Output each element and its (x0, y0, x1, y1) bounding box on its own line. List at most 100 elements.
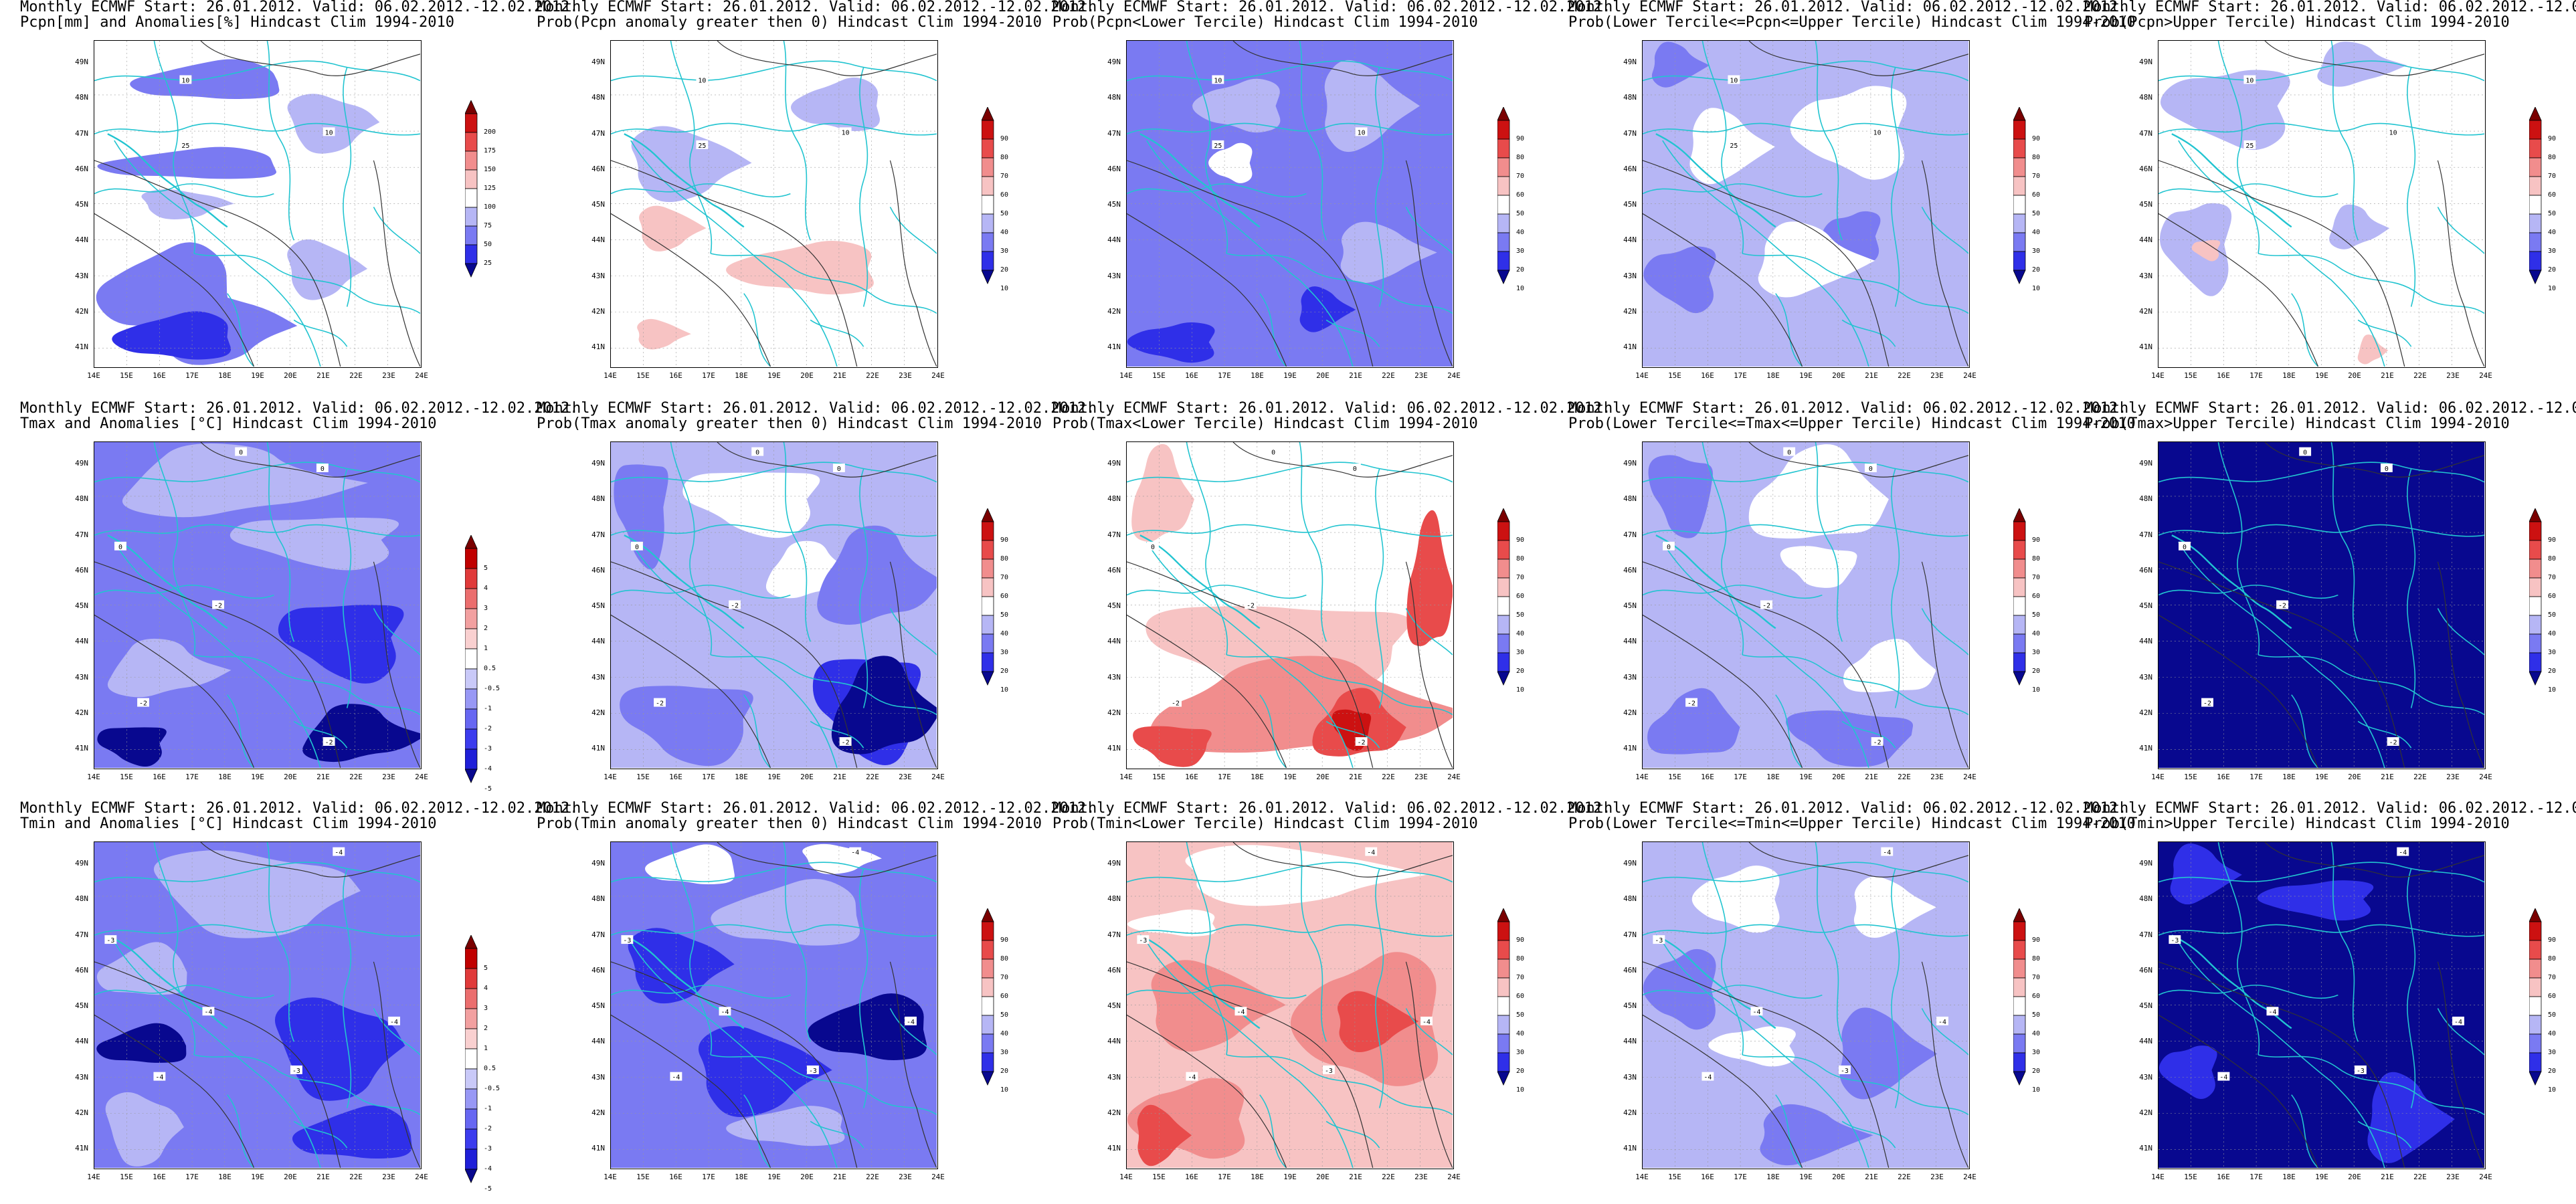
panel-subtitle: Prob(Lower Tercile<=Tmin<=Upper Tercile)… (1568, 815, 2136, 832)
contour-label-text: -4 (672, 1074, 680, 1082)
coastline (1655, 133, 1776, 228)
colorbar-tick-label: 10 (1516, 285, 1525, 292)
colorbar-tick-label: 90 (1516, 936, 1525, 944)
contour-label-text: -4 (1752, 1009, 1760, 1016)
shaded-region (808, 993, 927, 1060)
y-tick-label: 49N (1107, 58, 1121, 66)
y-tick-label: 47N (591, 530, 605, 539)
colorbar-tick-label: 30 (1000, 247, 1009, 255)
y-tick-label: 44N (75, 235, 88, 245)
panel-header: Monthly ECMWF Start: 26.01.2012. Valid: … (2084, 400, 2576, 417)
contour-label: -2 (212, 600, 225, 609)
x-tick-label: 21E (1349, 371, 1362, 380)
contour-label: -4 (2452, 1016, 2464, 1026)
colorbar: 90 80 70 60 50 40 30 20 10 (1497, 908, 1524, 1094)
country-border (1146, 140, 1354, 367)
contour-label: -4 (670, 1072, 682, 1082)
contour-line (1127, 213, 1287, 367)
country-border (2437, 1008, 2484, 1056)
x-tick-label: 14E (2151, 1173, 2165, 1181)
country-border (343, 468, 352, 708)
shaded-region (287, 239, 368, 300)
country-border (1921, 1008, 1968, 1056)
shaded-region (1643, 948, 1716, 1030)
contour-line (1232, 41, 1453, 76)
x-tick-label: 18E (2282, 773, 2296, 781)
y-tick-label: 41N (2139, 1144, 2152, 1153)
colorbar-tick-label: 60 (2032, 993, 2041, 1000)
colorbar-tick-label: 150 (484, 166, 496, 173)
shaded-region (2191, 239, 2221, 262)
shaded-region (1643, 246, 1716, 314)
contour-label: 0 (1864, 464, 1877, 473)
x-tick-label: 17E (185, 1173, 199, 1181)
colorbar: 90 80 70 60 50 40 30 20 10 (2013, 508, 2040, 694)
y-tick-label: 41N (1107, 744, 1121, 753)
country-border (1375, 67, 1384, 307)
colorbar-tick-label: 90 (2548, 536, 2557, 544)
x-tick-label: 16E (1701, 1173, 1714, 1181)
country-border (859, 468, 868, 708)
country-border (1775, 694, 1803, 768)
x-tick-label: 20E (1832, 1173, 1845, 1181)
x-tick-label: 20E (284, 773, 297, 781)
x-tick-label: 19E (251, 371, 264, 380)
y-tick-label: 41N (1107, 342, 1121, 352)
colorbar: 90 80 70 60 50 40 30 20 10 (981, 106, 1008, 292)
y-tick-label: 43N (1623, 1072, 1637, 1082)
shaded-region (1647, 688, 1740, 755)
contour-line (611, 213, 771, 367)
y-tick-label: 47N (75, 530, 88, 539)
contour-label: -3 (290, 1065, 302, 1075)
colorbar: 90 80 70 60 50 40 30 20 10 (1497, 508, 1524, 694)
contour-label: -4 (2266, 1007, 2279, 1016)
country-border (810, 319, 864, 347)
contour-label-text: 0 (837, 466, 841, 473)
shaded-region (614, 464, 668, 570)
country-border (266, 842, 294, 1042)
colorbar-tick-label: 80 (1516, 555, 1525, 563)
x-tick-label: 18E (2282, 1173, 2296, 1181)
y-tick-label: 41N (591, 1144, 605, 1153)
x-tick-label: 16E (669, 773, 682, 781)
country-border (1643, 862, 1968, 883)
country-border (1643, 122, 1968, 136)
colorbar-tick-label: 30 (2548, 649, 2557, 656)
contour-label: 25 (179, 140, 192, 150)
x-tick-label: 23E (1930, 371, 1944, 380)
contour-line (94, 213, 255, 367)
contour-line (2158, 213, 2319, 367)
x-tick-label: 18E (1766, 371, 1780, 380)
colorbar-tick-label: 70 (2032, 173, 2041, 180)
x-tick-label: 14E (87, 1173, 100, 1181)
country-border (2158, 122, 2484, 136)
contour-label: -2 (323, 737, 335, 746)
y-tick-label: 41N (75, 342, 88, 352)
contour-label-text: 10 (1358, 129, 1366, 136)
coastline (2171, 534, 2292, 629)
colorbar-tick-label: 10 (2032, 285, 2041, 292)
y-tick-label: 43N (1623, 271, 1637, 280)
x-tick-label: 14E (87, 371, 100, 380)
x-tick-label: 18E (1251, 1173, 1264, 1181)
contour-label: 10 (1871, 127, 1883, 136)
x-tick-label: 15E (1152, 1173, 1166, 1181)
colorbar-tick-label: 50 (2032, 210, 2041, 217)
country-border (1259, 694, 1287, 768)
country-border (2217, 41, 2260, 254)
colorbar-tick-label: 90 (1000, 536, 1009, 544)
contour-label-text: -4 (390, 1019, 398, 1026)
contour-line (1921, 160, 1968, 367)
colorbar: 90 80 70 60 50 40 30 20 10 (2528, 106, 2556, 292)
x-tick-label: 22E (349, 371, 363, 380)
x-tick-label: 15E (120, 1173, 133, 1181)
y-tick-label: 46N (591, 164, 605, 173)
panel-header: Monthly ECMWF Start: 26.01.2012. Valid: … (537, 0, 1095, 15)
contour-label: 0 (2179, 541, 2191, 551)
country-border (2291, 694, 2319, 768)
contour-label: -2 (1245, 600, 1257, 609)
contour-label-text: -2 (1247, 602, 1255, 609)
contour-label: -2 (2387, 737, 2399, 746)
colorbar-tick-label: 175 (484, 147, 496, 155)
y-tick-label: 48N (75, 93, 88, 102)
